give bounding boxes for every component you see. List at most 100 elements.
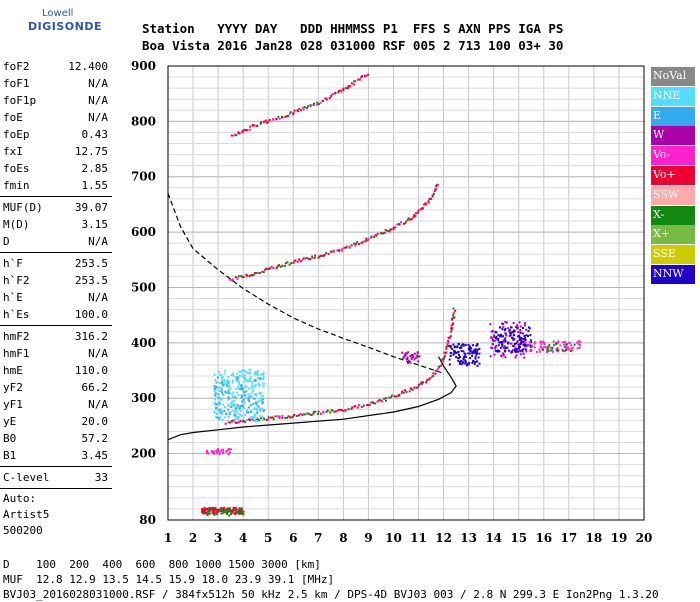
echo-point — [449, 345, 452, 348]
echo-point — [493, 353, 496, 356]
trace-point — [289, 416, 292, 419]
echo-point — [222, 403, 225, 406]
trace-point — [311, 255, 314, 258]
echo-point — [495, 331, 498, 334]
echo-point — [538, 348, 541, 351]
trace-point — [416, 386, 419, 389]
trace-point — [328, 97, 331, 100]
echo-point — [540, 346, 543, 349]
echo-point — [514, 356, 517, 359]
trace-point — [281, 416, 284, 419]
echo-point — [522, 352, 525, 355]
trace-point — [322, 411, 325, 414]
echo-point — [239, 370, 242, 373]
echo-point — [238, 507, 241, 510]
echo-point — [221, 375, 224, 378]
echo-point — [563, 343, 566, 346]
trace-point — [264, 119, 267, 122]
echo-point — [219, 381, 222, 384]
echo-point — [527, 344, 530, 347]
trace-point — [309, 104, 312, 107]
echo-point — [228, 411, 231, 414]
param-row: fmin 1.55 — [0, 177, 112, 194]
echo-point — [227, 382, 230, 385]
echo-point — [510, 342, 513, 345]
trace-point — [267, 416, 270, 419]
trace-point — [261, 270, 264, 273]
echo-point — [257, 405, 260, 408]
echo-point — [254, 371, 257, 374]
param-label: MUF(D) — [3, 201, 43, 214]
trace-point — [284, 264, 287, 267]
echo-point — [234, 418, 237, 421]
trace-point — [343, 246, 346, 249]
echo-point — [504, 350, 507, 353]
param-row: foEs 2.85 — [0, 160, 112, 177]
trace-point — [402, 222, 405, 225]
echo-point — [505, 334, 508, 337]
echo-point — [548, 344, 551, 347]
echo-point — [240, 394, 243, 397]
trace-point — [300, 109, 303, 112]
echo-point — [523, 343, 526, 346]
echo-point — [256, 377, 259, 380]
echo-point — [570, 347, 573, 350]
echo-point — [247, 380, 250, 383]
trace-point — [380, 232, 383, 235]
echo-point — [214, 512, 217, 515]
echo-point — [504, 339, 507, 342]
echo-point — [250, 416, 253, 419]
echo-point — [237, 511, 240, 514]
echo-point — [260, 397, 263, 400]
echo-point — [508, 330, 511, 333]
echo-point — [464, 344, 467, 347]
trace-point — [298, 258, 301, 261]
echo-point — [570, 344, 573, 347]
echo-point — [404, 352, 407, 355]
echo-point — [250, 380, 253, 383]
echo-point — [527, 326, 530, 329]
echo-point — [470, 347, 473, 350]
echo-point — [407, 361, 410, 364]
echo-point — [250, 375, 253, 378]
trace-point — [405, 390, 408, 393]
trace-point — [232, 419, 235, 422]
trace-point — [302, 106, 305, 109]
echo-point — [254, 402, 257, 405]
echo-point — [523, 341, 526, 344]
trace-point — [302, 257, 305, 260]
echo-point — [238, 511, 241, 514]
echo-point — [230, 448, 233, 451]
trace-point — [262, 271, 265, 274]
echo-point — [519, 337, 522, 340]
echo-point — [256, 404, 259, 407]
trace-point — [434, 369, 437, 372]
trace-point — [277, 115, 280, 118]
echo-point — [523, 334, 526, 337]
trace-point — [380, 399, 383, 402]
trace-point — [432, 192, 435, 195]
echo-point — [237, 404, 240, 407]
param-row: yF2 66.2 — [0, 379, 112, 396]
echo-point — [491, 347, 494, 350]
echo-point — [251, 382, 254, 385]
echo-point — [234, 375, 237, 378]
trace-point — [244, 129, 247, 132]
echo-point — [468, 361, 471, 364]
echo-point — [256, 369, 259, 372]
echo-point — [248, 400, 251, 403]
param-label: yE — [3, 415, 17, 428]
param-label: foF1p — [3, 94, 37, 107]
echo-point — [253, 372, 256, 375]
echo-point — [504, 332, 507, 335]
trace-point — [445, 347, 448, 350]
echo-point — [494, 347, 497, 350]
trace-point — [227, 421, 230, 424]
echo-point — [217, 370, 220, 373]
trace-point — [450, 324, 453, 327]
echo-point — [257, 399, 260, 402]
param-label: fmin — [3, 179, 30, 192]
trace-point — [292, 261, 295, 264]
trace-point — [303, 257, 306, 260]
param-divider — [0, 488, 112, 489]
